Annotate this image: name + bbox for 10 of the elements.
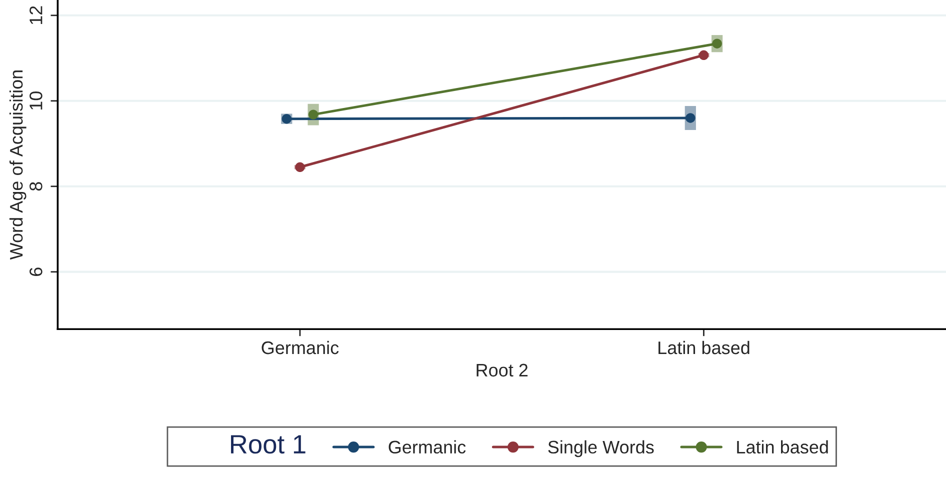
y-axis-title: Word Age of Acquisition	[9, 70, 26, 260]
y-tick-label: 8	[30, 182, 42, 191]
legend-label: Single Words	[548, 440, 654, 458]
legend-label: Latin based	[737, 440, 828, 454]
y-tick-label: 10	[30, 92, 42, 110]
x-axis-title: Root 2	[476, 364, 528, 377]
legend-label: Germanic	[388, 440, 466, 454]
y-tick-label: 12	[30, 6, 42, 24]
y-tick-label: 6	[30, 268, 42, 276]
legend-title: Root 1	[231, 435, 306, 454]
